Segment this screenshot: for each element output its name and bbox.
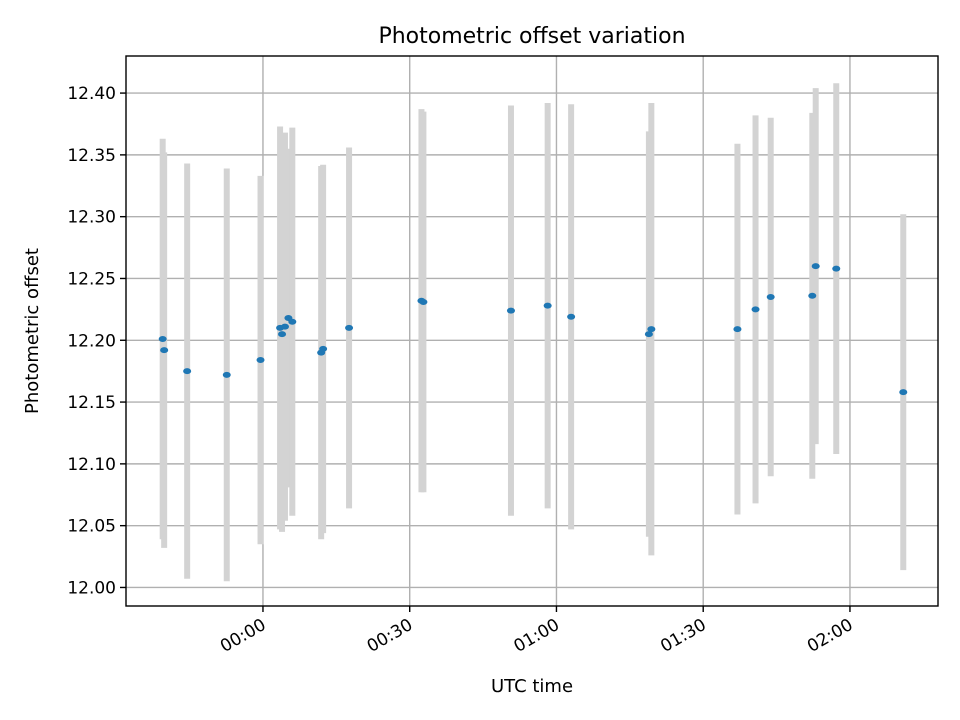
data-point: [751, 306, 760, 313]
y-tick-label: 12.35: [67, 146, 116, 166]
data-point: [160, 347, 169, 354]
data-point: [899, 389, 908, 396]
data-point: [808, 292, 817, 299]
data-point: [567, 313, 576, 320]
data-point: [345, 324, 354, 331]
y-tick-label: 12.10: [67, 455, 116, 475]
data-point: [288, 318, 297, 325]
plot-frame: [125, 55, 939, 607]
data-point: [647, 326, 656, 333]
y-tick-label: 12.00: [67, 578, 116, 598]
data-point: [543, 302, 552, 309]
point-layer: [158, 263, 908, 396]
data-point: [419, 298, 428, 305]
x-tick-label: 02:00: [804, 615, 856, 657]
x-axis-label: UTC time: [491, 676, 573, 697]
y-tick-label: 12.15: [67, 393, 116, 413]
y-tick-label: 12.40: [67, 84, 116, 104]
data-point: [811, 263, 820, 270]
x-tick-label: 00:00: [217, 615, 269, 657]
y-tick-label: 12.05: [67, 517, 116, 537]
data-point: [158, 336, 167, 343]
data-point: [319, 345, 328, 352]
x-tick-label: 01:00: [511, 615, 563, 657]
data-point: [183, 368, 192, 375]
data-point: [506, 307, 515, 314]
chart-title: Photometric offset variation: [378, 24, 685, 49]
errorbar-layer: [159, 83, 907, 582]
data-point: [644, 331, 653, 338]
x-tick-label: 00:30: [364, 615, 416, 657]
y-axis-label: Photometric offset: [22, 248, 43, 414]
y-tick-label: 12.20: [67, 331, 116, 351]
x-tick-label: 01:30: [657, 615, 709, 657]
y-tick-label: 12.30: [67, 208, 116, 228]
data-point: [222, 371, 231, 378]
data-point: [733, 326, 742, 333]
data-point: [280, 323, 289, 330]
data-point: [766, 294, 775, 301]
data-point: [256, 357, 265, 364]
data-point: [278, 331, 287, 338]
data-point: [832, 265, 841, 272]
y-tick-label: 12.25: [67, 269, 116, 289]
